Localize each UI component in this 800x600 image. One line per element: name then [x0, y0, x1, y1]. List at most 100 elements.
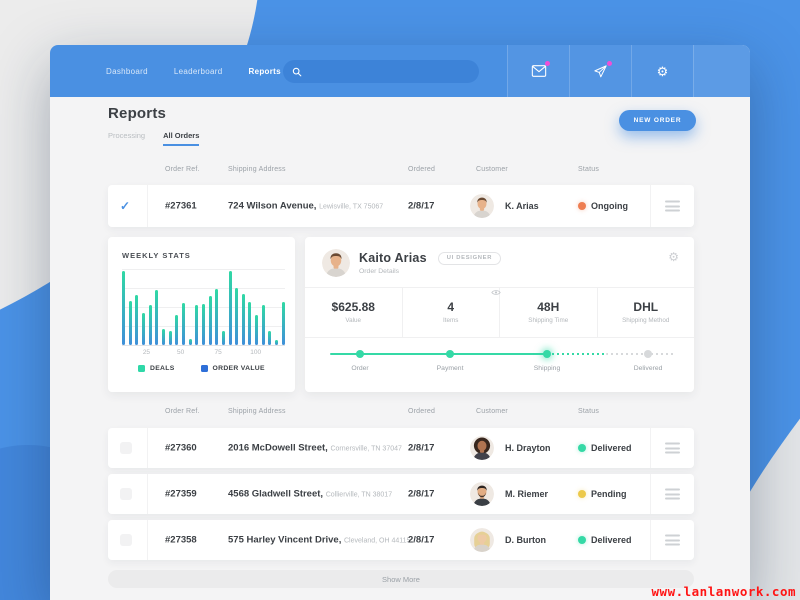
order-row[interactable]: #27359 4568 Gladwell Street, Collierville… — [108, 474, 694, 514]
order-ref: #27360 — [165, 442, 197, 454]
order-ref: #27361 — [165, 200, 197, 212]
watermark: www.lanlanwork.com — [651, 584, 796, 599]
chart-bar — [155, 289, 159, 345]
chart-bar — [175, 314, 179, 345]
column-divider — [650, 185, 651, 227]
column-divider — [147, 474, 148, 514]
stat-value: $625.88 Value — [305, 287, 402, 337]
gear-icon-button[interactable]: ⚙ — [631, 45, 693, 97]
tab-all-orders[interactable]: All Orders — [163, 131, 200, 146]
stat-shipping-time: 48H Shipping Time — [499, 287, 597, 337]
chart-legend: DEALS ORDER VALUE — [138, 365, 265, 372]
status-dot — [578, 490, 586, 498]
column-header-shipping-address: Shipping Address — [228, 166, 286, 173]
row-checkbox[interactable] — [120, 442, 132, 454]
order-date: 2/8/17 — [408, 488, 435, 500]
search-input[interactable] — [302, 66, 470, 77]
x-tick-label: 25 — [142, 349, 151, 356]
status-label: Delivered — [591, 535, 632, 545]
nav-item-dashboard[interactable]: Dashboard — [106, 66, 148, 76]
column-divider — [147, 185, 148, 227]
chart-bar — [195, 305, 199, 345]
shipping-address: 575 Harley Vincent Drive, Cleveland, OH … — [228, 534, 411, 546]
chart-bar — [275, 339, 279, 345]
legend-label: DEALS — [150, 365, 175, 372]
mail-icon-button[interactable] — [507, 45, 569, 97]
role-badge: UI DESIGNER — [437, 251, 502, 265]
divider — [305, 337, 694, 338]
send-icon — [593, 61, 612, 79]
weekly-stats-title: WEEKLY STATS — [122, 251, 191, 260]
status-dot — [578, 202, 586, 210]
chart-bar — [235, 288, 239, 345]
column-divider — [147, 428, 148, 468]
weekly-stats-bar-chart — [122, 269, 285, 346]
main-card: Dashboard Leaderboard Reports ⚙ Reports Pr… — [50, 45, 750, 600]
notification-dot — [606, 61, 612, 66]
customer-name: D. Burton — [505, 535, 546, 545]
nav-item-reports[interactable]: Reports — [248, 66, 281, 76]
x-tick-label: 75 — [214, 349, 222, 356]
order-details-panel: Kaito Arias UI DESIGNER Order Details ⚙ … — [305, 237, 694, 392]
column-header-customer: Customer — [476, 166, 508, 173]
row-menu-icon[interactable] — [665, 534, 680, 546]
show-more-button[interactable]: Show More — [108, 570, 694, 588]
column-header-status: Status — [578, 166, 600, 173]
stat-value: $625.88 — [331, 300, 375, 314]
customer-name: Kaito Arias — [359, 251, 427, 265]
customer-avatar — [470, 436, 494, 460]
customer-avatar — [322, 249, 350, 277]
row-menu-icon[interactable] — [665, 200, 680, 212]
chart-bar — [241, 294, 245, 345]
customer-name: H. Drayton — [505, 443, 551, 453]
legend-label: ORDER VALUE — [212, 365, 265, 372]
chart-bar — [221, 331, 225, 345]
check-icon: ✓ — [120, 199, 131, 213]
chart-gridline — [122, 269, 285, 270]
row-checkbox[interactable] — [120, 488, 132, 500]
row-menu-icon[interactable] — [665, 488, 680, 500]
notification-dot — [544, 61, 550, 66]
chart-gridline — [122, 345, 285, 346]
order-date: 2/8/17 — [408, 200, 435, 212]
progress-step-label: Delivered — [633, 365, 663, 372]
tab-processing[interactable]: Processing — [108, 131, 146, 140]
column-header-shipping-address: Shipping Address — [228, 408, 286, 415]
customer-avatar — [470, 482, 494, 506]
x-tick-label: 100 — [250, 349, 262, 356]
chart-bar — [268, 330, 272, 345]
status-dot — [578, 536, 586, 544]
row-checkbox-checked[interactable]: ✓ — [120, 197, 130, 215]
stat-value: DHL — [633, 300, 659, 314]
nav-item-leaderboard[interactable]: Leaderboard — [173, 66, 223, 76]
settings-gear-icon[interactable]: ⚙ — [668, 250, 679, 264]
chart-bar — [281, 302, 285, 345]
legend-swatch — [138, 365, 145, 372]
order-date: 2/8/17 — [408, 534, 435, 546]
chart-bar — [168, 331, 172, 345]
chart-bar — [255, 314, 259, 345]
navbar-spacer — [693, 45, 750, 97]
column-divider — [650, 474, 651, 514]
checkbox-empty — [120, 442, 132, 454]
send-icon-button[interactable] — [569, 45, 631, 97]
progress-step-label: Order — [351, 365, 369, 372]
row-checkbox[interactable] — [120, 534, 132, 546]
chart-bar — [141, 313, 145, 345]
nav-menu: Dashboard Leaderboard Reports — [106, 45, 281, 97]
order-row[interactable]: #27358 575 Harley Vincent Drive, Clevelan… — [108, 520, 694, 560]
order-row[interactable]: #27360 2016 McDowell Street, Cornersville… — [108, 428, 694, 468]
order-row-selected[interactable]: ✓ #27361 724 Wilson Avenue, Lewisville, TX… — [108, 185, 694, 227]
chart-bar — [161, 329, 165, 345]
new-order-button[interactable]: NEW ORDER — [619, 110, 696, 131]
chart-bar — [215, 288, 219, 345]
nav-icon-group: ⚙ — [507, 45, 750, 97]
progress-line-dotted-pending — [605, 353, 675, 355]
search-icon — [292, 67, 302, 76]
shipping-progress-tracker: Order Payment Shipping Delivered — [330, 337, 675, 392]
search-bar[interactable] — [283, 60, 479, 83]
status-label: Pending — [591, 489, 627, 499]
stat-value: 48H — [537, 300, 560, 314]
row-menu-icon[interactable] — [665, 442, 680, 454]
column-header-ordered: Ordered — [408, 166, 436, 173]
